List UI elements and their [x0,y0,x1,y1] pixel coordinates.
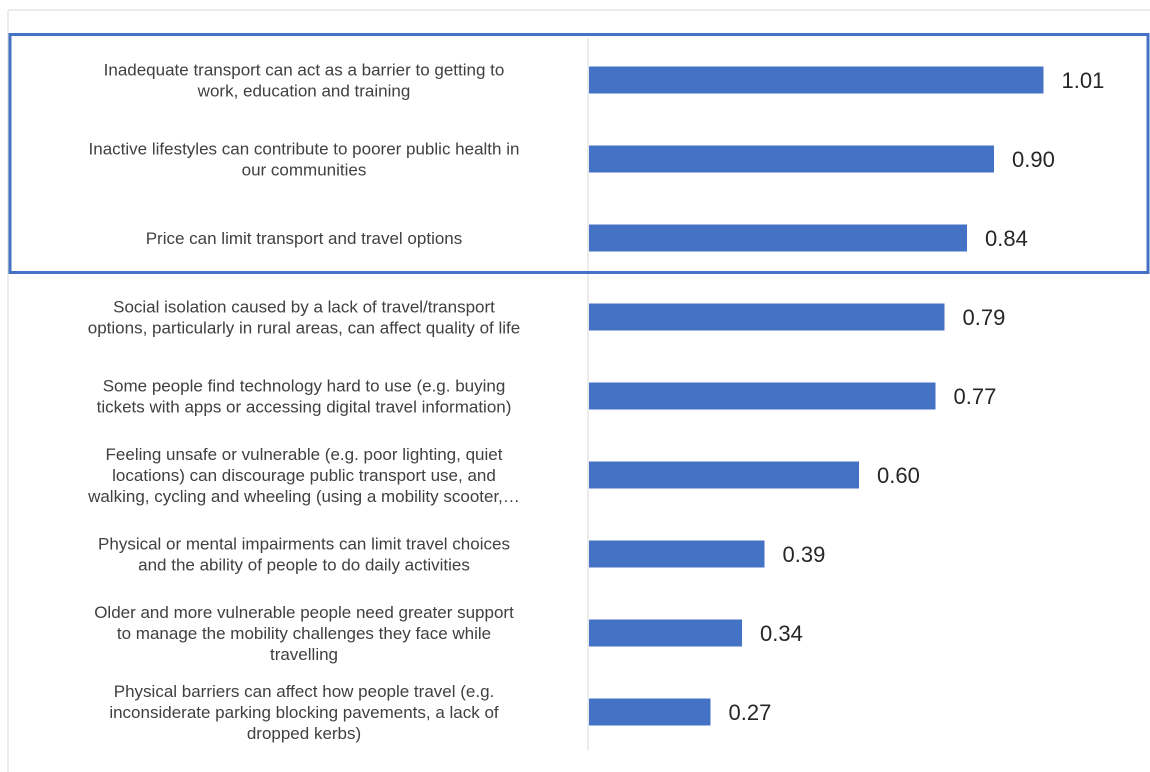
bar-4 [589,303,945,331]
value-label-4: 0.79 [963,305,1006,330]
category-label-4: Social isolation caused by a lack of tra… [88,298,520,338]
bar-7 [589,540,765,568]
highlight-box [8,33,1150,274]
category-label-3: Price can limit transport and travel opt… [146,229,463,248]
value-label-3: 0.84 [985,226,1028,251]
category-label-7: Physical or mental impairments can limit… [98,535,510,575]
category-label-9: Physical barriers can affect how people … [109,682,499,743]
value-label-9: 0.27 [729,700,772,725]
value-labels-group: 1.01 0.90 0.84 0.79 0.77 0.60 0.39 0.34 0.27 [729,68,1105,725]
value-label-5: 0.77 [954,384,997,409]
bar-5 [589,382,936,410]
category-labels-group: Inadequate transport can act as a barrie… [87,61,520,744]
category-label-1: Inadequate transport can act as a barrie… [104,61,505,101]
value-label-7: 0.39 [783,542,826,567]
bar-3 [589,224,967,252]
value-label-6: 0.60 [877,463,920,488]
bar-2 [589,145,994,173]
bar-1 [589,66,1044,94]
bar-9 [589,698,711,726]
category-label-6: Feeling unsafe or vulnerable (e.g. poor … [87,445,520,506]
category-label-2: Inactive lifestyles can contribute to po… [89,140,520,180]
category-label-8: Older and more vulnerable people need gr… [94,603,514,664]
bar-6 [589,461,859,489]
value-label-1: 1.01 [1062,68,1105,93]
category-label-5: Some people find technology hard to use … [97,377,512,417]
bars-group [589,66,1044,726]
value-label-2: 0.90 [1012,147,1055,172]
bar-8 [589,619,742,647]
value-label-8: 0.34 [760,621,803,646]
